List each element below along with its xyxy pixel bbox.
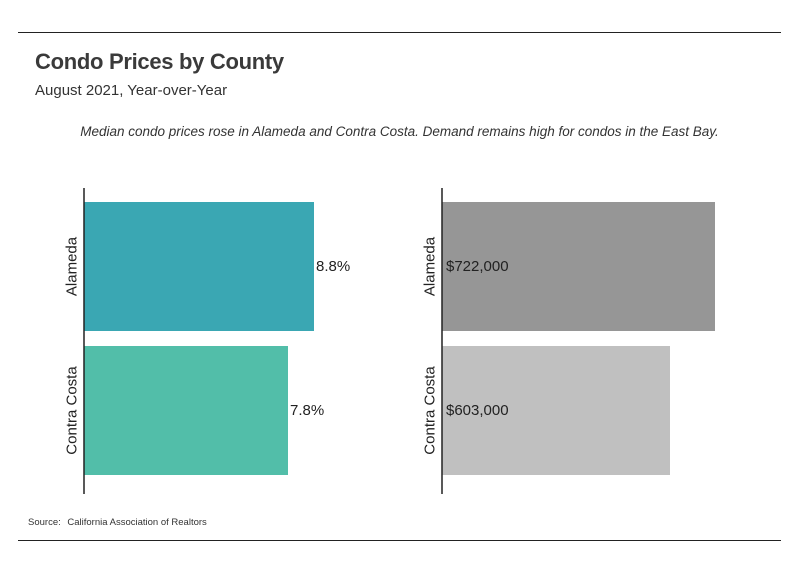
value-label-median-price-contra-costa: $603,000 [446, 402, 509, 419]
chart-pct-change: Alameda 8.8% Contra Costa 7.8% [64, 188, 350, 494]
chart-title: Condo Prices by County [35, 49, 284, 74]
category-label-pct-change-alameda: Alameda [64, 236, 81, 296]
category-label-median-price-alameda: Alameda [422, 236, 439, 296]
source-text: California Association of Realtors [67, 517, 207, 528]
value-label-median-price-alameda: $722,000 [446, 258, 509, 275]
bar-pct-change-alameda [84, 202, 314, 331]
chart-median-price: Alameda $722,000 Contra Costa $603,000 [422, 188, 715, 494]
bar-pct-change-contra-costa [84, 346, 288, 475]
category-label-median-price-contra-costa: Contra Costa [422, 366, 439, 455]
bar-median-price-alameda [442, 202, 715, 331]
top-rule [18, 32, 781, 33]
bottom-rule [18, 540, 781, 541]
category-label-pct-change-contra-costa: Contra Costa [64, 366, 81, 455]
source-note: Source: California Association of Realto… [28, 517, 207, 528]
chart-note: Median condo prices rose in Alameda and … [80, 124, 719, 139]
value-label-pct-change-contra-costa: 7.8% [290, 402, 324, 419]
bar-median-price-contra-costa [442, 346, 670, 475]
value-label-pct-change-alameda: 8.8% [316, 258, 350, 275]
source-label: Source: [28, 517, 61, 528]
chart-subtitle: August 2021, Year-over-Year [35, 82, 228, 99]
